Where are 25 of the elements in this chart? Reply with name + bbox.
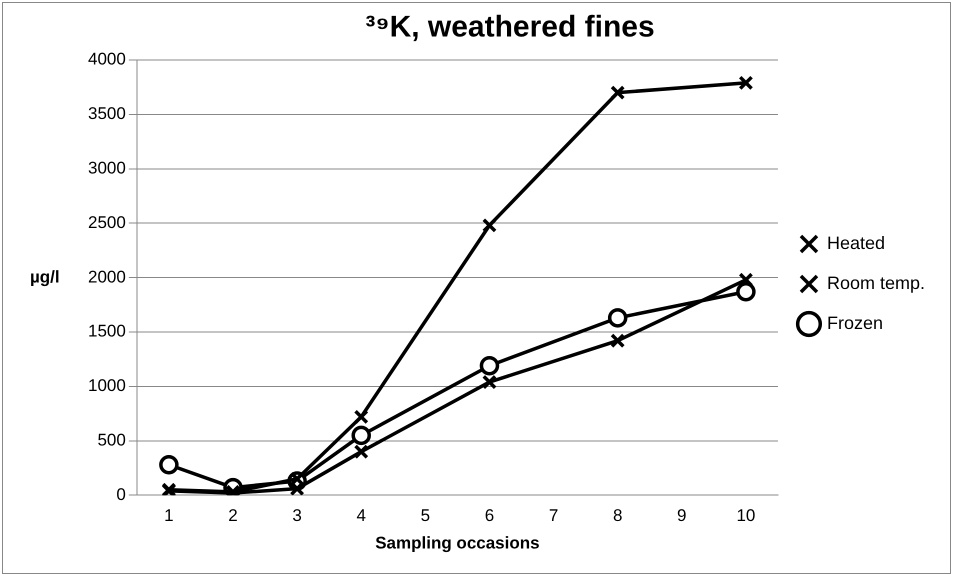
chart-title: ³⁹K, weathered fines — [365, 10, 655, 44]
x-tick-label: 3 — [292, 506, 302, 526]
y-tick-label: 1500 — [88, 322, 126, 341]
legend-label: Heated — [826, 232, 886, 253]
y-tick-label: 3000 — [88, 158, 126, 178]
x-tick-label: 10 — [736, 506, 756, 526]
y-axis-title: µg/l — [30, 267, 60, 286]
x-tick-label: 1 — [164, 506, 174, 526]
y-tick-label: 2500 — [88, 212, 126, 232]
x-tick-label: 8 — [612, 506, 622, 526]
x-tick-label: 2 — [228, 506, 238, 526]
x-tick-label: 5 — [420, 506, 430, 526]
legend-label: Room temp. — [826, 272, 926, 293]
y-tick-label: 500 — [97, 430, 126, 450]
x-tick-label: 4 — [356, 506, 366, 526]
y-tick-label: 4000 — [88, 50, 126, 69]
y-tick-label: 2000 — [88, 267, 126, 286]
x-tick-label: 6 — [484, 506, 494, 526]
x-tick-label: 9 — [677, 506, 687, 526]
x-tick-label: 7 — [548, 506, 558, 526]
y-tick-label: 0 — [116, 484, 126, 504]
y-tick-label: 1000 — [88, 376, 126, 396]
y-tick-label: 3500 — [88, 104, 126, 124]
legend-label: Frozen — [826, 312, 883, 333]
x-axis-title: Sampling occasions — [375, 533, 540, 552]
